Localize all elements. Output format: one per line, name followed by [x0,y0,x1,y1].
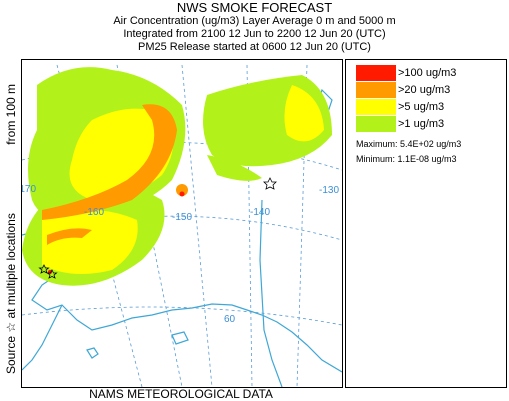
source-star-icon [46,269,58,279]
plume-core-east [284,85,324,142]
source-label: Source ☆ at multiple locations from 100 … [4,84,22,374]
hotspot-south [176,184,188,196]
source-label-left: Source ☆ at multiple locations [4,213,18,374]
legend-label: >5 ug/m3 [398,101,445,113]
legend-item: >20 ug/m3 [356,82,450,98]
subtitle-integration: Integrated from 2100 12 Jun to 2200 12 J… [123,28,386,40]
plume-core-south [42,210,138,274]
panhandle-coast [259,199,283,387]
source-label-right: from 100 m [4,84,18,145]
legend-label: >20 ug/m3 [398,84,451,96]
legend-swatch [356,65,396,81]
island-coast [171,331,189,345]
legend-item: >5 ug/m3 [356,99,444,115]
peninsula-coast [22,304,63,371]
plume-east-band [207,155,262,181]
page-title: NWS SMOKE FORECAST [176,0,333,15]
source-markers [38,177,277,279]
data-source-footer: NAMS METEOROLOGICAL DATA [89,387,273,401]
legend-panel: >100 ug/m3 >20 ug/m3 >5 ug/m3 >1 ug/m3 M… [345,59,507,388]
smoke-layer-5 [42,85,324,274]
smoke-map: -170 -160 -150 -140 -130 60 [22,64,342,387]
lat-label: 60 [224,314,236,325]
lon-label: -150 [172,212,192,223]
streak-main [42,104,177,220]
streak-southwest [47,228,92,245]
island-coast [86,347,99,359]
map-panel: -170 -160 -150 -140 -130 60 [21,59,343,388]
smoke-layer-20 [42,104,188,245]
subtitle-release: PM25 Release started at 0600 12 Jun 20 (… [138,41,371,53]
max-value: Maximum: 5.4E+02 ug/m3 [356,139,462,149]
lon-label: -160 [84,207,104,218]
parallel-line [22,306,342,326]
subtitle-concentration: Air Concentration (ug/m3) Layer Average … [113,15,396,27]
lon-label: -170 [22,184,36,195]
lon-label: -130 [319,185,339,196]
hotspot-fire [179,191,185,197]
legend-label: >1 ug/m3 [398,118,445,130]
legend-item: >100 ug/m3 [356,65,456,81]
legend-swatch [356,82,396,98]
legend-swatch [356,116,396,132]
lon-label: -140 [250,207,270,218]
legend-swatch [356,99,396,115]
source-star-icon [263,177,277,190]
source-star-icon [38,264,50,274]
legend-item: >1 ug/m3 [356,116,444,132]
legend-label: >100 ug/m3 [398,67,457,79]
min-value: Minimum: 1.1E-08 ug/m3 [356,154,457,164]
